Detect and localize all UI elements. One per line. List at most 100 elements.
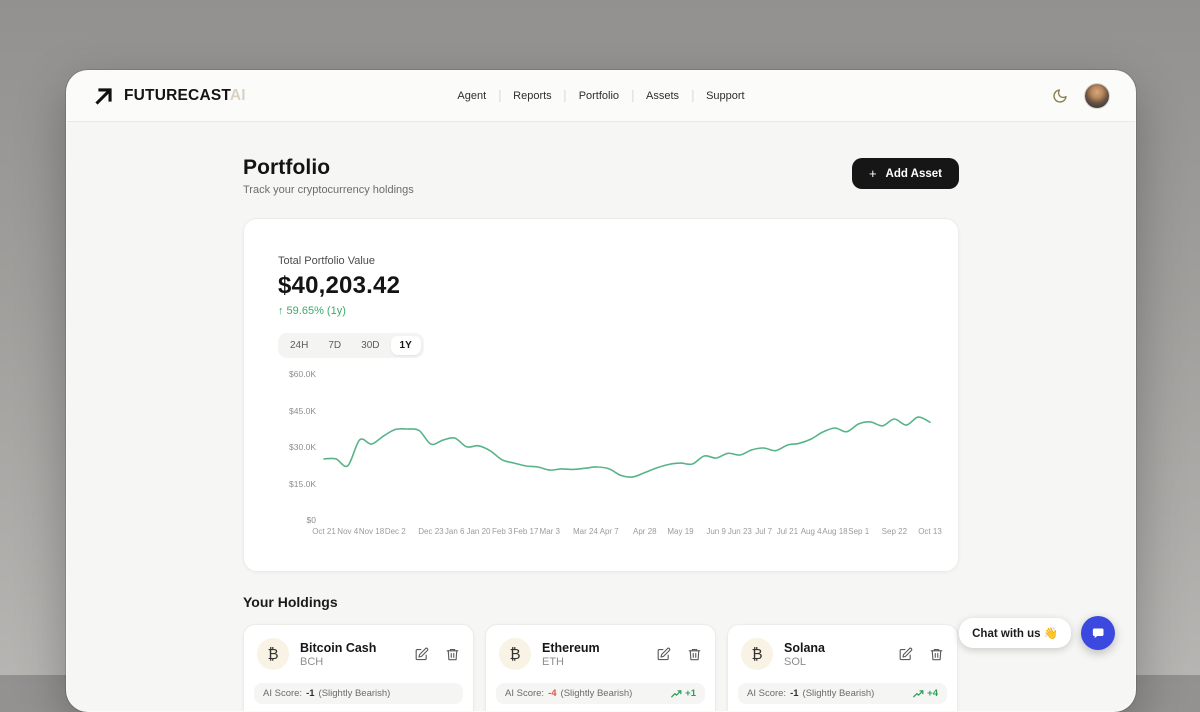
- holding-card-sol: ₿ Solana SOL AI Score: -1 (Slightl: [727, 624, 958, 711]
- ai-score-label: (Slightly Bearish): [802, 688, 875, 699]
- ai-score-value: -1: [790, 688, 799, 699]
- x-axis-tick: Aug 18: [822, 527, 848, 536]
- chart-y-axis: $0 $15.0K $30.0K $45.0K $60.0K: [278, 369, 324, 525]
- x-axis-tick: Oct 13: [918, 527, 942, 536]
- trend-value: +4: [927, 688, 938, 699]
- range-button-30d[interactable]: 30D: [352, 336, 388, 355]
- range-button-1y[interactable]: 1Y: [390, 336, 421, 355]
- x-axis-tick: Apr 28: [633, 527, 657, 536]
- x-axis-tick: Jan 20: [466, 527, 491, 536]
- score-trend: +1: [671, 688, 696, 699]
- ai-score-value: -4: [548, 688, 557, 699]
- holding-card-bch: ₿ Bitcoin Cash BCH AI Score: -1 (S: [243, 624, 474, 711]
- add-asset-label: Add Asset: [885, 167, 942, 180]
- add-asset-button[interactable]: + Add Asset: [851, 158, 959, 189]
- delete-asset-icon[interactable]: [929, 647, 944, 662]
- user-avatar[interactable]: [1085, 84, 1109, 108]
- x-axis-tick: Dec 23: [418, 527, 444, 536]
- x-axis-tick: Oct 21: [312, 527, 336, 536]
- brand-name: FUTURECASTAI: [124, 87, 246, 104]
- x-axis-tick: Mar 24: [572, 527, 598, 536]
- arrow-up-right-logo-icon: [93, 85, 115, 107]
- brand-logo[interactable]: FUTURECASTAI: [93, 85, 246, 107]
- score-trend: +4: [913, 688, 938, 699]
- y-axis-tick: $45.0K: [289, 405, 316, 416]
- chat-bubble-button[interactable]: [1081, 616, 1115, 650]
- delete-asset-icon[interactable]: [445, 647, 460, 662]
- nav-separator: [692, 90, 694, 102]
- holdings-card-row: ₿ Bitcoin Cash BCH AI Score: -1 (S: [243, 624, 959, 711]
- chart-x-axis: Oct 21 Nov 4 Nov 18 Dec 2 Dec 23 Jan 6 Jan 20 F…: [312, 527, 942, 543]
- ai-score-badge: AI Score: -4 (Slightly Bearish) +1: [496, 683, 705, 704]
- coin-icon: ₿: [257, 638, 289, 670]
- nav-link-reports[interactable]: Reports: [513, 90, 552, 102]
- trending-up-icon: [671, 689, 682, 697]
- page-header: Portfolio Track your cryptocurrency hold…: [243, 156, 959, 196]
- page-title: Portfolio: [243, 156, 331, 179]
- ai-score-prefix: AI Score:: [263, 688, 303, 699]
- edit-asset-icon[interactable]: [898, 647, 913, 662]
- nav-link-assets[interactable]: Assets: [646, 90, 680, 102]
- top-nav: FUTURECASTAI Agent Reports Portfolio Assets…: [67, 71, 1135, 122]
- x-axis-tick: Jan 6: [444, 527, 465, 536]
- ai-score-label: (Slightly Bearish): [560, 688, 633, 699]
- portfolio-chart: $0 $15.0K $30.0K $45.0K $60.0K: [278, 369, 930, 525]
- nav-link-support[interactable]: Support: [706, 90, 745, 102]
- x-axis-tick: Jul 7: [755, 527, 773, 536]
- main-content: Portfolio Track your cryptocurrency hold…: [67, 122, 959, 711]
- x-axis-tick: Nov 4: [337, 527, 359, 536]
- page-subtitle: Track your cryptocurrency holdings: [243, 184, 414, 196]
- nav-link-portfolio[interactable]: Portfolio: [578, 90, 620, 102]
- asset-name: Solana: [784, 640, 825, 655]
- y-axis-tick: $15.0K: [289, 478, 316, 489]
- app-window: FUTURECASTAI Agent Reports Portfolio Assets…: [66, 70, 1136, 712]
- chat-with-us-label: Chat with us 👋: [972, 628, 1058, 640]
- holding-card-header: ₿ Bitcoin Cash BCH: [254, 638, 463, 670]
- coin-icon: ₿: [741, 638, 773, 670]
- ai-score-label: (Slightly Bearish): [318, 688, 391, 699]
- ai-score-badge: AI Score: -1 (Slightly Bearish): [254, 683, 463, 704]
- x-axis-tick: Feb 3: [492, 527, 513, 536]
- y-axis-tick: $0: [306, 515, 316, 525]
- asset-name: Ethereum: [542, 640, 600, 655]
- ai-score-badge: AI Score: -1 (Slightly Bearish) +4: [738, 683, 947, 704]
- y-axis-tick: $30.0K: [289, 442, 316, 452]
- nav-link-agent[interactable]: Agent: [457, 90, 487, 102]
- dark-mode-toggle-moon-icon[interactable]: [1051, 87, 1069, 105]
- x-axis-tick: Apr 7: [599, 527, 619, 536]
- x-axis-tick: May 19: [667, 527, 694, 536]
- edit-asset-icon[interactable]: [414, 647, 429, 662]
- asset-symbol: SOL: [784, 655, 807, 668]
- ai-score-prefix: AI Score:: [505, 688, 545, 699]
- nav-right: [1051, 84, 1109, 108]
- range-button-7d[interactable]: 7D: [319, 336, 350, 355]
- brand-suffix: AI: [229, 87, 246, 104]
- asset-symbol: BCH: [300, 655, 324, 668]
- asset-symbol: ETH: [542, 655, 564, 668]
- delete-asset-icon[interactable]: [687, 647, 702, 662]
- holding-card-header: ₿ Ethereum ETH: [496, 638, 705, 670]
- x-axis-tick: Mar 3: [539, 527, 560, 536]
- range-button-24h[interactable]: 24H: [281, 336, 317, 355]
- chat-with-us-button[interactable]: Chat with us 👋: [959, 618, 1071, 648]
- edit-asset-icon[interactable]: [656, 647, 671, 662]
- nav-links: Agent Reports Portfolio Assets Support: [457, 90, 745, 102]
- x-axis-tick: Sep 1: [848, 527, 870, 536]
- portfolio-line-chart: [324, 374, 930, 520]
- chart-plot-area: [324, 374, 930, 520]
- ai-score-value: -1: [306, 688, 315, 699]
- chat-widget: Chat with us 👋: [959, 616, 1115, 650]
- x-axis-tick: Sep 22: [881, 527, 908, 536]
- holding-card-eth: ₿ Ethereum ETH AI Score: -4 (Sligh: [485, 624, 716, 711]
- y-axis-tick: $60.0K: [289, 369, 316, 379]
- x-axis-tick: Jul 21: [776, 527, 799, 536]
- x-axis-tick: Feb 17: [513, 527, 539, 536]
- total-value-label: Total Portfolio Value: [278, 255, 376, 267]
- x-axis-tick: Dec 2: [384, 527, 406, 536]
- holding-card-header: ₿ Solana SOL: [738, 638, 947, 670]
- total-value-amount: $40,203.42: [278, 272, 401, 299]
- holdings-section-title: Your Holdings: [243, 594, 338, 610]
- nav-separator: [499, 90, 501, 102]
- value-change-badge: ↑ 59.65% (1y): [278, 305, 346, 317]
- time-range-selector: 24H 7D 30D 1Y: [278, 333, 424, 358]
